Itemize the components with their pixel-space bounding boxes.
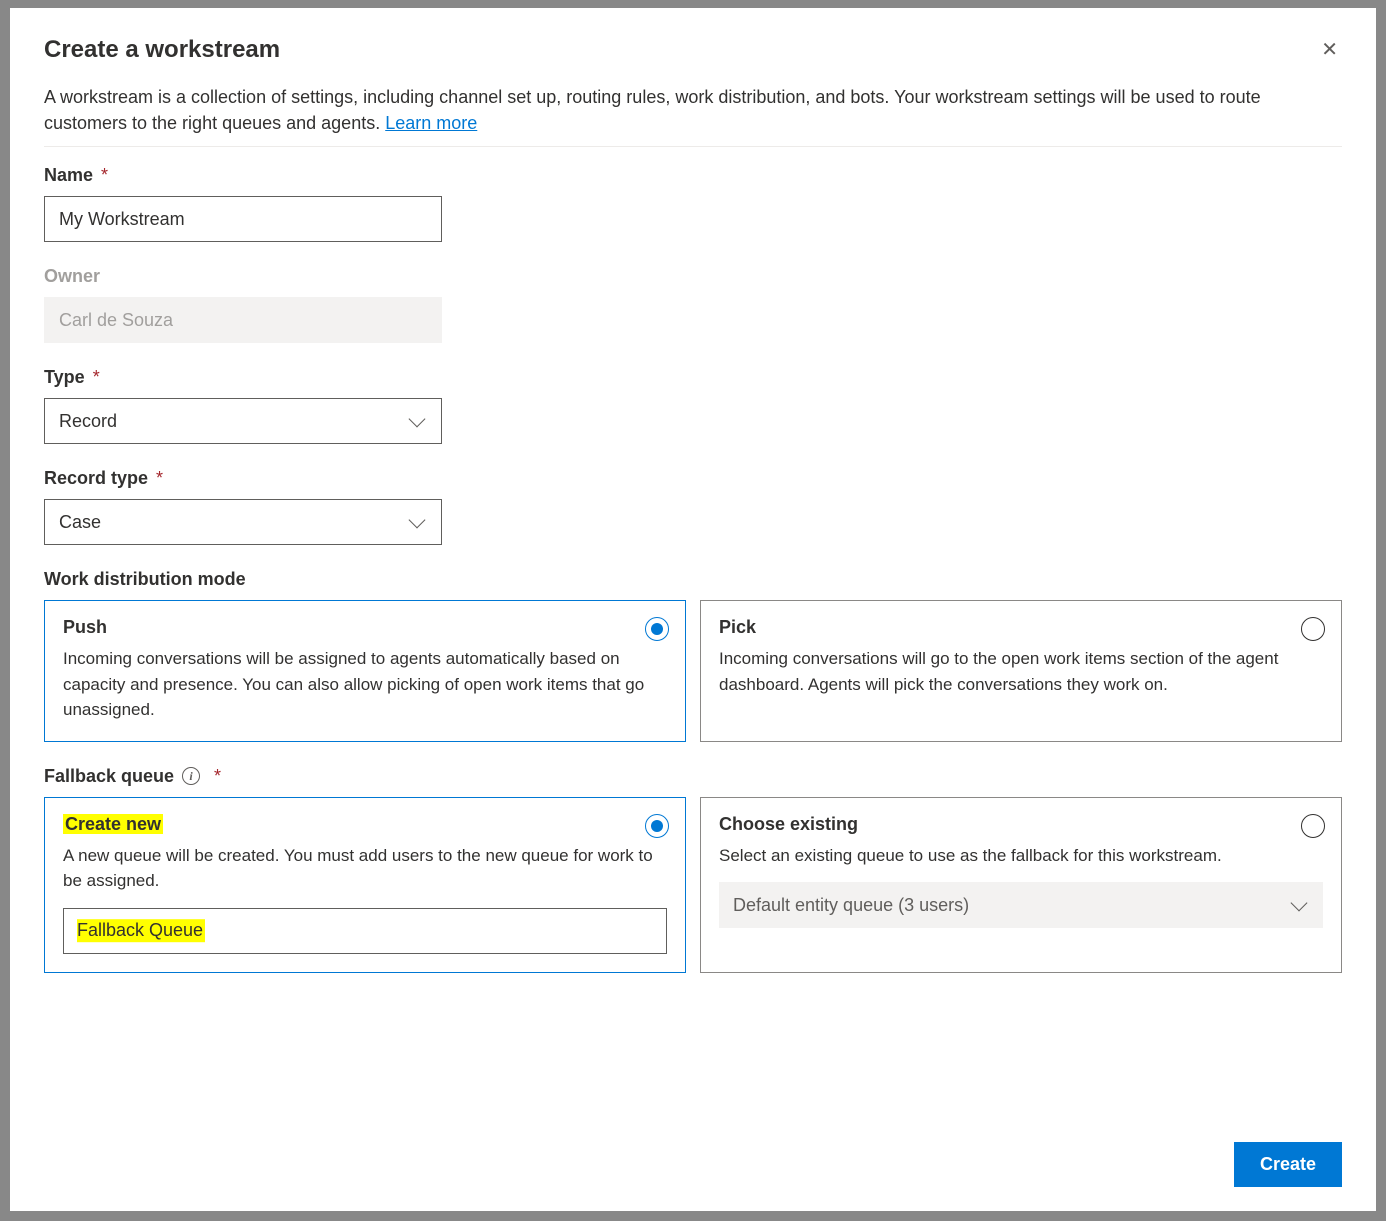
owner-input [44,297,442,343]
pick-desc: Incoming conversations will go to the op… [719,646,1323,697]
fallback-radio-row: Create new A new queue will be created. … [44,797,1342,973]
work-dist-push-card[interactable]: Push Incoming conversations will be assi… [44,600,686,742]
modal-title: Create a workstream [44,36,280,64]
existing-queue-placeholder: Default entity queue (3 users) [733,895,969,916]
fallback-queue-label-text: Fallback queue [44,766,174,787]
push-desc: Incoming conversations will be assigned … [63,646,667,723]
choose-existing-title: Choose existing [719,814,858,835]
owner-field-group: Owner [44,266,1342,343]
radio-unselected-icon [1301,814,1325,838]
record-type-select[interactable]: Case [44,499,442,545]
fallback-queue-name-input[interactable] [63,908,667,954]
pick-title: Pick [719,617,756,638]
form-body: Name * Owner Type * Record [44,147,1342,1122]
required-asterisk: * [93,367,100,388]
type-label: Type * [44,367,1342,388]
required-asterisk: * [156,468,163,489]
description-text: A workstream is a collection of settings… [44,87,1261,133]
record-type-select-wrap: Case [44,499,442,545]
work-dist-radio-row: Push Incoming conversations will be assi… [44,600,1342,742]
type-select-value: Record [59,411,117,432]
type-select[interactable]: Record [44,398,442,444]
record-type-label-text: Record type [44,468,148,489]
create-workstream-modal: Create a workstream ✕ A workstream is a … [10,8,1376,1211]
name-label-text: Name [44,165,93,186]
existing-queue-select[interactable]: Default entity queue (3 users) [719,882,1323,928]
create-new-title: Create new [63,814,163,835]
owner-label: Owner [44,266,1342,287]
create-new-desc: A new queue will be created. You must ad… [63,843,667,894]
fallback-queue-input-wrap: Fallback Queue [63,908,667,954]
chevron-down-icon [409,411,426,428]
record-type-field-group: Record type * Case [44,468,1342,545]
radio-selected-icon [645,814,669,838]
info-icon[interactable]: i [182,767,200,785]
record-type-select-value: Case [59,512,101,533]
radio-selected-icon [645,617,669,641]
name-label: Name * [44,165,1342,186]
chevron-down-icon [1291,895,1308,912]
choose-existing-desc: Select an existing queue to use as the f… [719,843,1323,869]
type-label-text: Type [44,367,85,388]
type-field-group: Type * Record [44,367,1342,444]
name-input[interactable] [44,196,442,242]
chevron-down-icon [409,512,426,529]
type-select-wrap: Record [44,398,442,444]
fallback-queue-field-group: Fallback queue i * Create new A new queu… [44,766,1342,973]
fallback-queue-label: Fallback queue i * [44,766,1342,787]
work-dist-label: Work distribution mode [44,569,1342,590]
fallback-choose-existing-card[interactable]: Choose existing Select an existing queue… [700,797,1342,973]
create-button[interactable]: Create [1234,1142,1342,1187]
work-dist-pick-card[interactable]: Pick Incoming conversations will go to t… [700,600,1342,742]
modal-description: A workstream is a collection of settings… [44,84,1342,147]
record-type-label: Record type * [44,468,1342,489]
push-title: Push [63,617,107,638]
modal-footer: Create [44,1122,1342,1187]
radio-unselected-icon [1301,617,1325,641]
required-asterisk: * [101,165,108,186]
required-asterisk: * [214,766,221,787]
modal-header: Create a workstream ✕ [44,36,1342,64]
fallback-create-new-card[interactable]: Create new A new queue will be created. … [44,797,686,973]
learn-more-link[interactable]: Learn more [385,113,477,133]
create-new-title-text: Create new [63,814,163,834]
close-icon[interactable]: ✕ [1317,36,1342,64]
name-field-group: Name * [44,165,1342,242]
work-dist-field-group: Work distribution mode Push Incoming con… [44,569,1342,742]
